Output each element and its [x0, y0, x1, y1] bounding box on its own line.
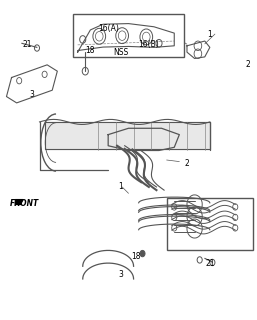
Text: 1: 1 [207, 30, 212, 39]
Text: 1: 1 [118, 182, 123, 191]
Text: 2: 2 [185, 159, 189, 168]
FancyBboxPatch shape [167, 198, 253, 251]
Text: 18: 18 [131, 252, 141, 261]
Text: 21: 21 [22, 40, 32, 49]
Text: 18: 18 [86, 46, 95, 55]
Text: FRONT: FRONT [10, 199, 39, 208]
Text: NSS: NSS [202, 216, 217, 225]
Text: 2: 2 [246, 60, 250, 69]
Text: 16(B): 16(B) [189, 234, 210, 243]
Text: NSS: NSS [113, 48, 128, 57]
Circle shape [140, 251, 145, 257]
Text: 3: 3 [30, 91, 34, 100]
Polygon shape [45, 122, 210, 149]
Text: 3: 3 [118, 270, 123, 279]
Text: 21: 21 [205, 259, 215, 268]
Polygon shape [15, 200, 23, 204]
Text: 16(A): 16(A) [98, 24, 118, 33]
Text: 16(B): 16(B) [139, 40, 159, 49]
